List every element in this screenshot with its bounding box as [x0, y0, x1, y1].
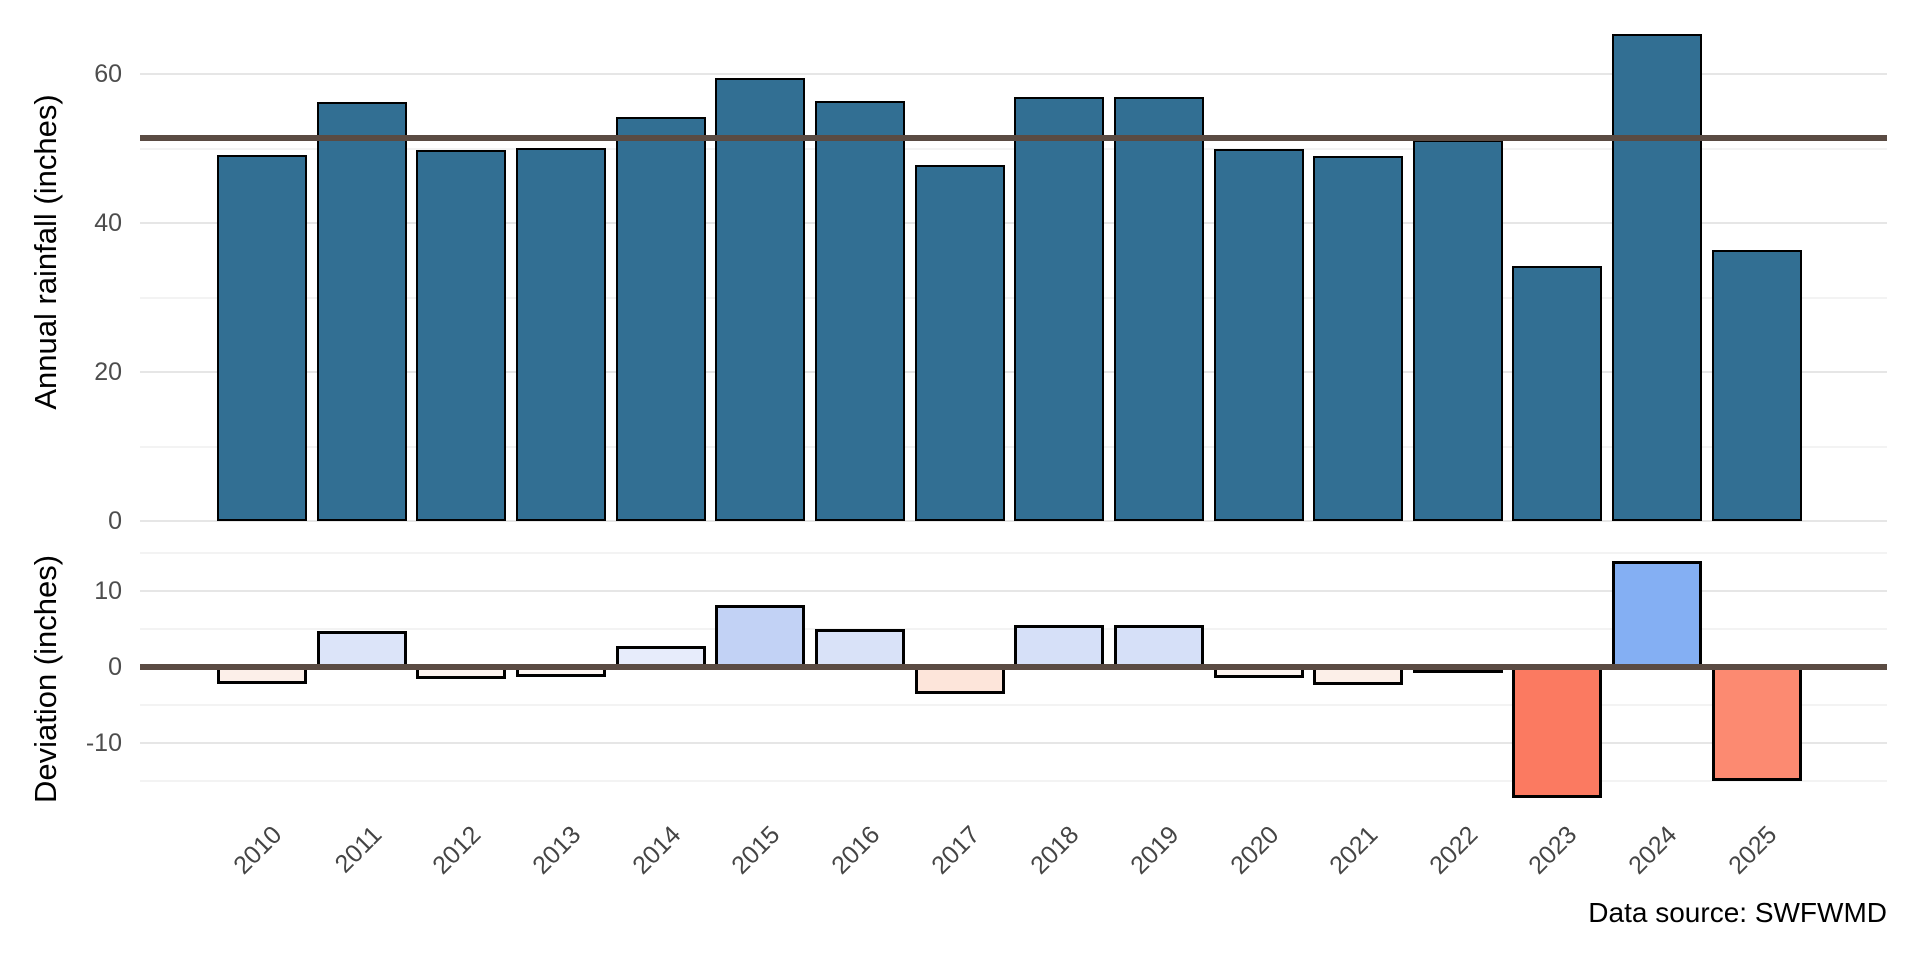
gridline-30: [140, 296, 1887, 299]
gridline-15: [140, 552, 1887, 554]
gridline-40: [140, 222, 1887, 224]
rainfall-bar-2016: [814, 100, 905, 521]
rainfall-bar-2017: [914, 164, 1005, 521]
rainfall-bar-2025: [1711, 249, 1802, 521]
rainfall-bar-2019: [1113, 97, 1204, 521]
deviation-bar-2023: [1512, 667, 1603, 798]
gridline--10: [140, 742, 1887, 744]
deviation-bar-2019: [1113, 625, 1204, 667]
data-source-caption: Data source: SWFWMD: [1588, 897, 1887, 928]
y-tick-label-60: 60: [94, 60, 122, 88]
deviation-bar-2017: [914, 667, 1005, 695]
gridline--15: [140, 780, 1887, 782]
rainfall-bar-2022: [1412, 140, 1503, 521]
rainfall-panel: [140, 9, 1887, 522]
deviation-bar-2025: [1711, 667, 1802, 781]
y-tick-label-20: 20: [94, 358, 122, 386]
rainfall-bar-2010: [217, 155, 307, 521]
rainfall-bar-2021: [1313, 155, 1404, 521]
deviation-panel: [140, 549, 1887, 809]
rainfall-bar-2018: [1014, 97, 1105, 521]
rainfall-bar-2011: [316, 102, 407, 521]
gridline-10: [140, 445, 1887, 448]
gridline-60: [140, 73, 1887, 75]
deviation-bar-2015: [715, 605, 806, 667]
gridline-10: [140, 590, 1887, 592]
gridline-0: [140, 520, 1887, 522]
y-tick-label-0: 0: [108, 507, 122, 535]
deviation-bar-2018: [1014, 625, 1105, 667]
mean-rainfall-line: [140, 135, 1887, 142]
y-tick-label-40: 40: [94, 209, 122, 237]
zero-deviation-line: [140, 664, 1887, 670]
gridline-50: [140, 147, 1887, 150]
y-tick-label-10: 10: [94, 577, 122, 605]
deviation-bar-2024: [1612, 560, 1703, 667]
rainfall-bar-2023: [1512, 266, 1603, 521]
rainfall-bar-2015: [715, 77, 806, 521]
gridline-20: [140, 371, 1887, 373]
deviation-bar-2016: [814, 629, 905, 667]
rainfall-bar-2020: [1213, 148, 1304, 521]
gridline--5: [140, 704, 1887, 706]
rainfall-bar-2012: [416, 150, 507, 521]
rainfall-bar-2024: [1612, 33, 1703, 521]
y-tick-label-0: 0: [108, 653, 122, 681]
y-tick-label--10: -10: [85, 729, 122, 757]
deviation-bar-2011: [316, 630, 407, 667]
gridline-5: [140, 628, 1887, 630]
rainfall-bar-2014: [615, 117, 706, 521]
rainfall-bar-2013: [515, 147, 606, 521]
